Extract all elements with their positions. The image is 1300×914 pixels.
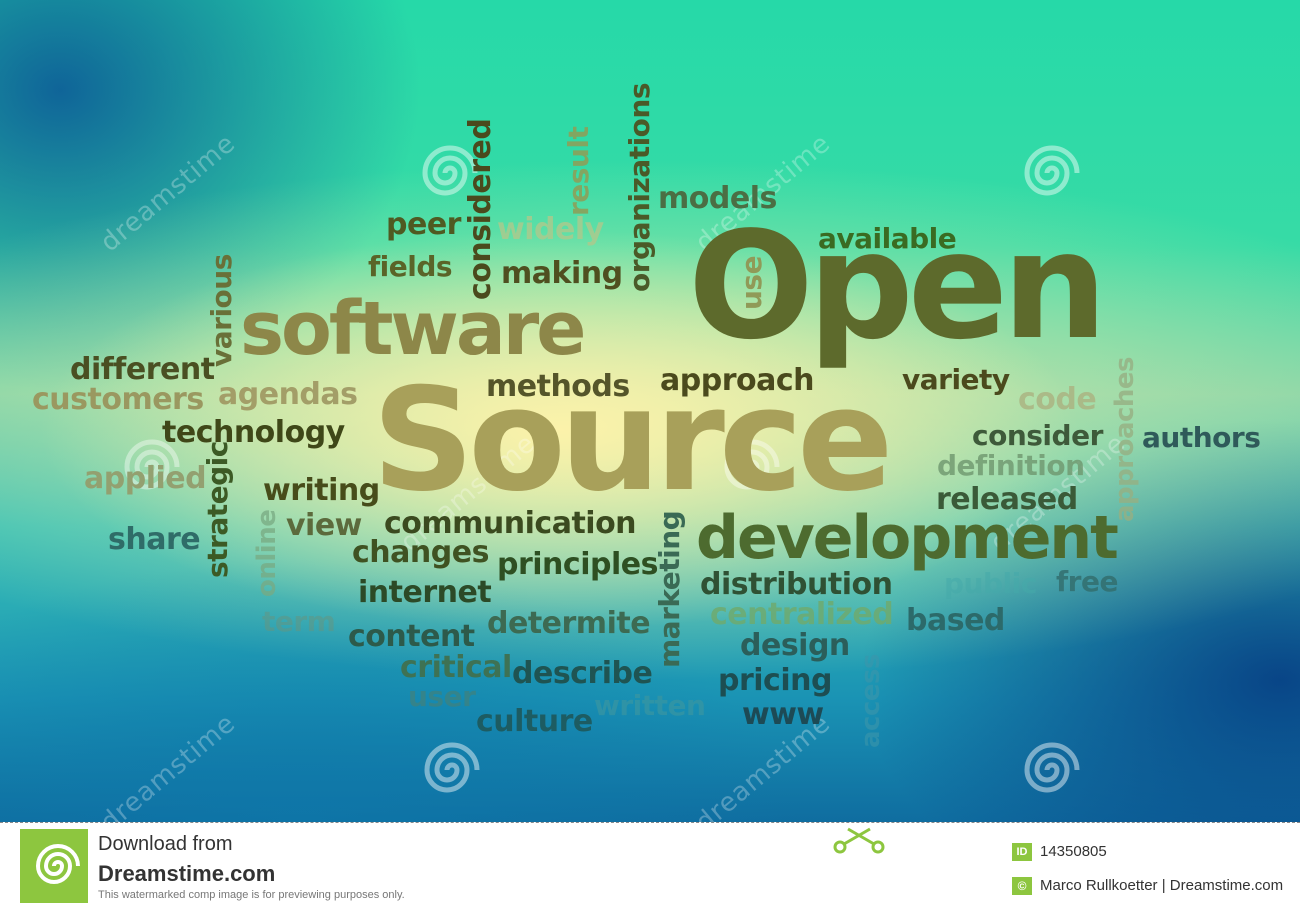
word-distribution: distribution xyxy=(700,567,893,602)
word-centralized: centralized xyxy=(710,597,894,632)
word-agendas: agendas xyxy=(218,377,358,412)
word-written: written xyxy=(594,689,706,722)
word-fields: fields xyxy=(368,250,453,283)
watermark-spiral-icon xyxy=(124,439,180,490)
word-strategic: strategic xyxy=(201,441,234,578)
watermark-spiral-icon xyxy=(422,145,478,196)
word-development: development xyxy=(696,503,1119,573)
watermark-text: dreamstime xyxy=(95,128,242,258)
word-variety: variety xyxy=(902,363,1010,396)
id-badge: ID xyxy=(1012,843,1032,861)
site-name[interactable]: Dreamstime.com xyxy=(98,861,276,886)
word-making: making xyxy=(501,256,623,291)
word-source: Source xyxy=(372,358,893,523)
word-internet: internet xyxy=(358,575,492,610)
word-culture: culture xyxy=(476,704,593,739)
word-various: various xyxy=(205,254,238,367)
credit-line: Marco Rullkoetter | Dreamstime.com xyxy=(1040,877,1284,894)
word-changes: changes xyxy=(352,535,489,570)
dreamstime-logo xyxy=(20,829,88,903)
word-models: models xyxy=(658,181,777,216)
word-term: term xyxy=(262,605,336,638)
word-principles: principles xyxy=(497,547,658,582)
word-communication: communication xyxy=(384,506,637,541)
word-critical: critical xyxy=(400,650,512,685)
word-available: available xyxy=(818,222,957,255)
watermark-spiral-icon xyxy=(724,439,780,490)
word-determite: determite xyxy=(487,606,651,641)
word-different: different xyxy=(70,352,215,387)
word-result: result xyxy=(562,126,595,216)
word-user: user xyxy=(408,680,476,713)
disclaimer: This watermarked comp image is for previ… xyxy=(98,889,405,901)
word-use: use xyxy=(735,255,768,310)
watermark-spiral-icon xyxy=(1024,145,1080,196)
word-customers: customers xyxy=(32,382,204,417)
word-widely: widely xyxy=(497,212,604,247)
word-open: Open xyxy=(688,200,1107,372)
download-line: Download from xyxy=(98,833,233,855)
watermark-spiral-icon xyxy=(1024,742,1080,793)
word-design: design xyxy=(740,628,850,663)
word-share: share xyxy=(108,522,201,557)
word-code: code xyxy=(1018,382,1097,417)
copyright-badge: © xyxy=(1012,877,1032,895)
watermark-text: dreamstime xyxy=(95,708,242,822)
word-methods: methods xyxy=(486,369,630,404)
word-marketing: marketing xyxy=(653,510,686,668)
word-public: public xyxy=(944,567,1037,600)
scissors-icon xyxy=(833,827,885,854)
word-authors: authors xyxy=(1142,421,1261,454)
word-approaches: approaches xyxy=(1110,356,1140,522)
word-free: free xyxy=(1056,565,1118,598)
watermark-footer: Download from Dreamstime.com This waterm… xyxy=(0,822,1300,914)
word-based: based xyxy=(906,603,1005,638)
word-describe: describe xyxy=(512,656,653,691)
watermark-spiral-icon xyxy=(424,742,480,793)
word-access: access xyxy=(856,654,886,748)
word-cloud-image: dreamstime dreamstime dreamstime dreamst… xyxy=(0,0,1300,822)
word-organizations: organizations xyxy=(623,82,656,292)
word-technology: technology xyxy=(162,415,345,450)
word-view: view xyxy=(286,508,362,543)
word-approach: approach xyxy=(660,363,814,398)
word-released: released xyxy=(936,482,1078,517)
word-peer: peer xyxy=(386,207,461,242)
word-writing: writing xyxy=(263,473,380,508)
image-id: 14350805 xyxy=(1040,843,1107,860)
word-www: www xyxy=(742,697,824,732)
word-software: software xyxy=(240,286,586,372)
word-applied: applied xyxy=(84,461,207,496)
dreamstime-spiral-icon xyxy=(35,844,80,884)
word-content: content xyxy=(348,619,475,654)
word-considered: considered xyxy=(463,118,498,300)
word-definition: definition xyxy=(937,449,1085,482)
word-online: online xyxy=(252,509,282,597)
word-pricing: pricing xyxy=(718,663,832,698)
word-consider: consider xyxy=(972,419,1103,452)
